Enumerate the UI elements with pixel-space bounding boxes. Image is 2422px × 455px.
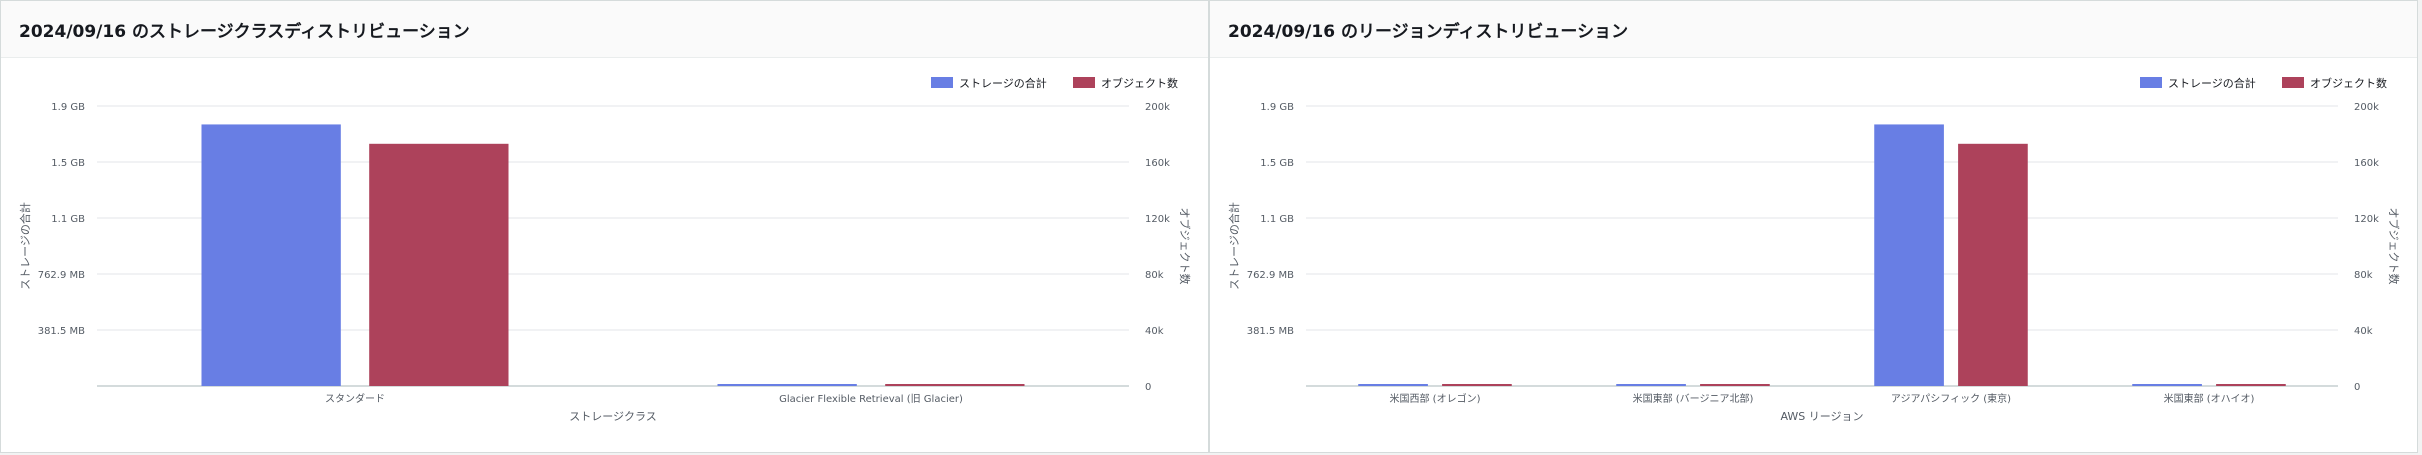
y-right-tick-label: 160k [2354, 158, 2379, 169]
y-right-tick-label: 200k [2354, 102, 2379, 113]
bar [369, 143, 509, 386]
y-left-tick-label: 1.9 GB [51, 102, 85, 113]
x-tick-label: Glacier Flexible Retrieval (旧 Glacier) [779, 393, 963, 405]
legend-swatch [931, 77, 953, 88]
x-tick-label: 米国東部 (オハイオ) [2164, 392, 2255, 405]
y-right-tick-label: 40k [1145, 326, 1164, 337]
bar [1358, 384, 1428, 386]
bar [717, 384, 857, 386]
y-right-tick-label: 160k [1145, 158, 1170, 169]
y-right-tick-label: 120k [2354, 214, 2379, 225]
region-distribution-panel: 2024/09/16 のリージョンディストリビューション 381.5 MB 762… [1209, 0, 2418, 453]
bar [2132, 384, 2202, 386]
y-left-tick-label: 1.5 GB [51, 158, 85, 169]
legend-label: オブジェクト数 [2310, 76, 2387, 90]
storage-class-distribution-panel: 2024/09/16 のストレージクラスディストリビューション 381.5 MB… [0, 0, 1209, 453]
legend-label: オブジェクト数 [1101, 76, 1178, 90]
bar [885, 384, 1025, 386]
panel-header: 2024/09/16 のリージョンディストリビューション [1210, 1, 2417, 58]
y-right-tick-label: 80k [2354, 270, 2373, 281]
bar [1874, 124, 1944, 387]
x-tick-label: 米国東部 (バージニア北部) [1633, 392, 1754, 405]
bar [201, 124, 341, 387]
bar [1616, 384, 1686, 386]
panel-title: 2024/09/16 のリージョンディストリビューション [1228, 22, 1629, 42]
bar [1700, 384, 1770, 386]
legend-swatch [1073, 77, 1095, 88]
bar [1442, 384, 1512, 386]
y-right-tick-label: 0 [2354, 382, 2360, 393]
y-left-tick-label: 381.5 MB [1247, 326, 1294, 337]
x-axis-title: AWS リージョン [1780, 410, 1863, 423]
y-left-tick-label: 1.9 GB [1260, 102, 1294, 113]
legend-swatch [2140, 77, 2162, 88]
panel-title: 2024/09/16 のストレージクラスディストリビューション [19, 22, 470, 42]
region-chart: 381.5 MB 762.9 MB 1.1 GB 1.5 GB 1.9 GB 0 40k 80… [1227, 76, 2401, 423]
legend-label: ストレージの合計 [2168, 76, 2256, 90]
y-left-tick-label: 1.1 GB [51, 214, 85, 225]
y-left-tick-label: 762.9 MB [38, 270, 85, 281]
bar [1958, 143, 2028, 386]
storage-class-chart: 381.5 MB 762.9 MB 1.1 GB 1.5 GB 1.9 GB 0 40k 80… [18, 76, 1192, 423]
y-right-axis-title: オブジェクト数 [2387, 208, 2401, 285]
panel-header: 2024/09/16 のストレージクラスディストリビューション [1, 1, 1208, 58]
legend-label: ストレージの合計 [959, 76, 1047, 90]
y-left-tick-label: 381.5 MB [38, 326, 85, 337]
x-axis-title: ストレージクラス [569, 410, 657, 423]
y-right-axis-title: オブジェクト数 [1178, 208, 1192, 285]
y-left-tick-label: 1.5 GB [1260, 158, 1294, 169]
y-right-tick-label: 40k [2354, 326, 2373, 337]
x-tick-label: アジアパシフィック (東京) [1891, 392, 2011, 405]
y-right-tick-label: 80k [1145, 270, 1164, 281]
y-left-tick-label: 762.9 MB [1247, 270, 1294, 281]
y-left-tick-label: 1.1 GB [1260, 214, 1294, 225]
bar [2216, 384, 2286, 386]
y-right-tick-label: 200k [1145, 102, 1170, 113]
legend-swatch [2282, 77, 2304, 88]
y-right-tick-label: 120k [1145, 214, 1170, 225]
x-tick-label: 米国西部 (オレゴン) [1390, 392, 1481, 405]
x-tick-label: スタンダード [325, 392, 385, 405]
y-left-axis-title: ストレージの合計 [18, 202, 32, 290]
y-right-tick-label: 0 [1145, 382, 1151, 393]
y-left-axis-title: ストレージの合計 [1227, 202, 1241, 290]
